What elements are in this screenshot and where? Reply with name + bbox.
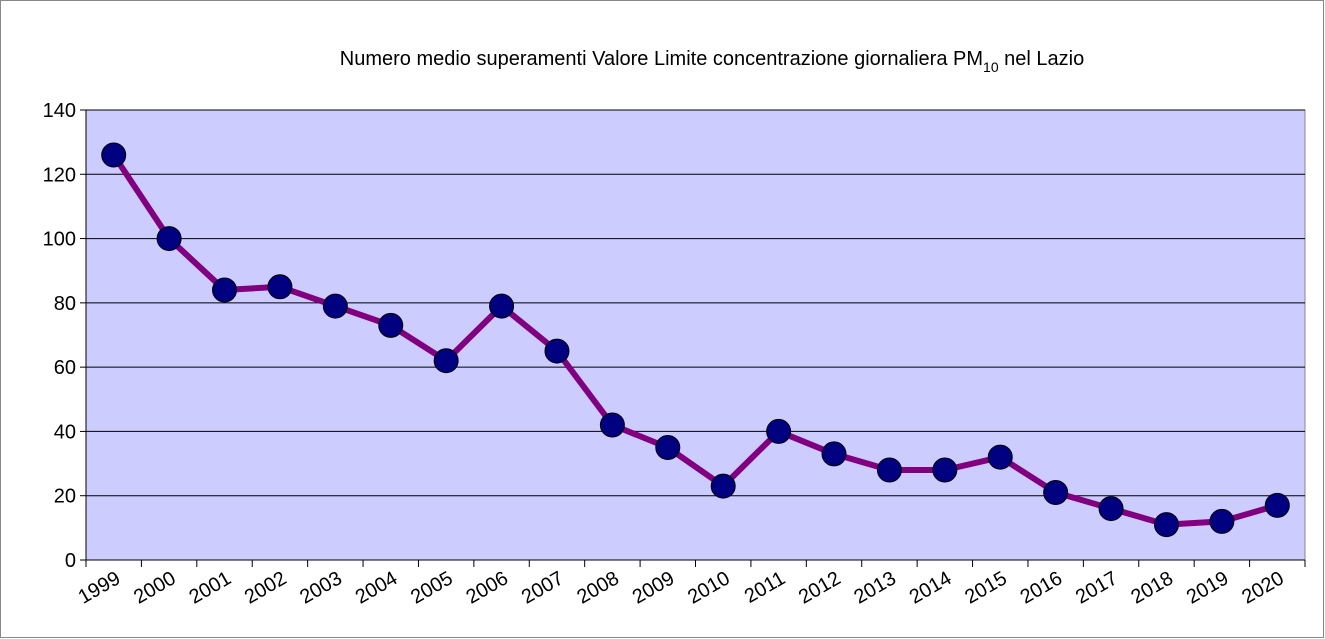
data-point	[1098, 496, 1124, 522]
data-point	[489, 293, 515, 319]
data-point	[766, 418, 792, 444]
data-point	[599, 412, 625, 438]
data-point	[378, 312, 404, 338]
data-point	[156, 226, 182, 252]
data-line	[111, 153, 1279, 528]
y-tick-label: 40	[54, 421, 76, 443]
y-tick-label: 100	[43, 229, 76, 251]
data-point	[267, 274, 293, 300]
data-point	[987, 444, 1013, 470]
data-point	[212, 277, 238, 303]
data-point	[101, 142, 127, 168]
y-tick-label: 20	[54, 486, 76, 508]
data-point	[1209, 508, 1235, 534]
data-point	[1043, 480, 1069, 505]
data-point	[876, 457, 902, 483]
plot-area	[85, 109, 1306, 561]
y-tick-label: 80	[54, 293, 76, 315]
data-point	[544, 338, 570, 364]
y-tick-label: 0	[65, 550, 76, 572]
data-point	[433, 348, 459, 374]
y-tick-label: 120	[43, 164, 76, 186]
data-point	[821, 441, 847, 467]
chart-title: Numero medio superamenti Valore Limite c…	[340, 48, 1084, 75]
data-point	[710, 473, 736, 499]
data-point	[322, 293, 348, 319]
y-tick-label: 140	[43, 100, 76, 122]
data-point	[1264, 492, 1290, 518]
data-point	[655, 435, 681, 460]
y-tick-label: 60	[54, 357, 76, 379]
data-point	[932, 457, 958, 483]
data-point	[1153, 512, 1179, 538]
